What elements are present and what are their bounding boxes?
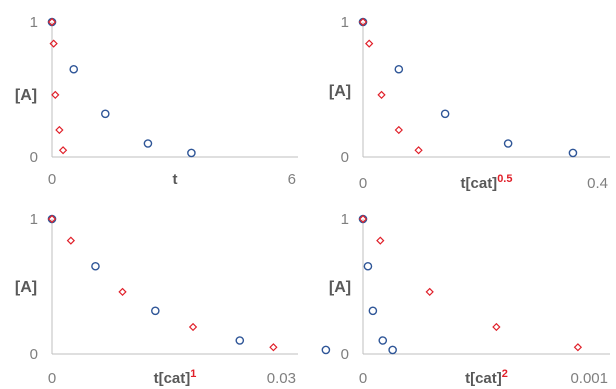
x-axis-label-exponent: 2 — [502, 368, 508, 380]
circle-point — [394, 64, 404, 74]
x-axis-label: t — [173, 171, 178, 188]
y-axis-label: [A] — [15, 87, 37, 104]
diamond-point — [58, 146, 68, 155]
circle-point — [363, 261, 373, 271]
circle-point — [368, 306, 378, 316]
y-tick-label-max: 1 — [30, 14, 38, 31]
circle-point — [440, 109, 450, 119]
x-tick-label-min: 0 — [359, 370, 367, 387]
circle-point — [91, 261, 100, 271]
x-tick-label-min: 0 — [359, 175, 367, 192]
diamond-point — [47, 214, 57, 224]
diamond-point — [49, 39, 58, 48]
y-tick-label-max: 1 — [30, 211, 38, 228]
y-tick-label-min: 0 — [30, 346, 38, 363]
y-tick-label-min: 0 — [341, 346, 349, 363]
diamond-point — [425, 287, 434, 297]
diamond-point — [269, 343, 278, 352]
circle-point — [187, 148, 196, 158]
y-axis-label: [A] — [329, 83, 351, 100]
chart-panel-2: 0 1 0 0.4 [A] t[cat]0.5 — [329, 14, 610, 192]
circle-point — [101, 109, 110, 119]
circle-point — [151, 306, 160, 316]
diamond-point — [55, 125, 64, 135]
y-axis-label: [A] — [329, 279, 351, 296]
circle-point — [235, 336, 245, 345]
x-axis-label-exponent: 0.5 — [497, 173, 512, 185]
chart-panel-4: 0 1 0 0.001 [A] t[cat]2 — [329, 211, 610, 387]
circle-point — [503, 139, 513, 148]
diamond-point — [188, 322, 198, 332]
diamond-point — [376, 236, 385, 245]
diamond-point — [358, 17, 368, 27]
diamond-point — [66, 236, 76, 245]
x-tick-label-min: 0 — [48, 171, 56, 188]
circle-point — [143, 139, 153, 148]
diamond-point — [573, 343, 583, 352]
x-tick-label-max: 0.4 — [587, 175, 608, 192]
y-tick-label-min: 0 — [30, 149, 38, 166]
y-tick-label-max: 1 — [341, 211, 349, 228]
x-tick-label-max: 0.03 — [267, 370, 296, 387]
circle-point — [321, 345, 331, 355]
diamond-point — [365, 39, 374, 48]
diamond-point — [394, 125, 403, 135]
x-axis-label: t[cat]2 — [465, 368, 508, 387]
x-axis-label: t[cat]1 — [154, 368, 197, 387]
diamond-point — [118, 287, 127, 297]
circle-point — [568, 148, 578, 158]
chart-panel-3: 0 1 0 0.03 [A] t[cat]1 — [15, 211, 331, 387]
x-tick-label-max: 6 — [288, 171, 296, 188]
circle-point — [388, 345, 397, 355]
y-tick-label-min: 0 — [341, 149, 349, 166]
diamond-point — [51, 90, 60, 100]
chart-panel-1: 0 1 0 6 [A] t — [15, 14, 298, 188]
circle-point — [378, 336, 388, 345]
diamond-point — [377, 90, 386, 100]
x-tick-label-min: 0 — [48, 370, 56, 387]
y-axis-label: [A] — [15, 279, 37, 296]
diamond-point — [358, 214, 368, 224]
y-tick-label-max: 1 — [341, 14, 349, 31]
circle-point — [69, 64, 79, 74]
diamond-point — [492, 322, 501, 332]
diamond-point — [414, 146, 423, 155]
x-axis-label-exponent: 1 — [190, 368, 196, 380]
diamond-point — [47, 17, 57, 27]
x-axis-label: t[cat]0.5 — [461, 173, 513, 192]
x-tick-label-max: 0.001 — [570, 370, 608, 387]
